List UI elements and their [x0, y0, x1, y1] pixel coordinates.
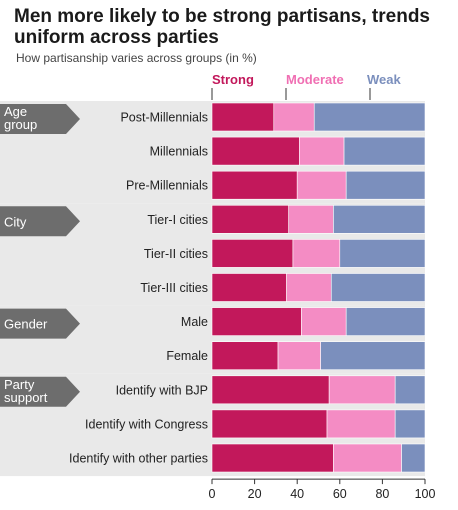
group-label-city: City	[4, 214, 27, 229]
bar-post-millennials-strong	[211, 102, 275, 132]
bar-male-moderate	[301, 307, 347, 336]
bar-identify-with-bjp-strong	[211, 375, 330, 405]
group-arrow-age-group	[0, 104, 80, 134]
bar-identify-with-congress-strong	[211, 409, 328, 439]
row-label-tier-iii-cities: Tier-III cities	[140, 281, 208, 295]
bar-identify-with-congress-moderate	[326, 409, 396, 439]
row-label-identify-with-bjp: Identify with BJP	[116, 383, 208, 397]
bar-female-strong	[211, 341, 279, 371]
bar-millennials-moderate	[299, 136, 345, 166]
group-arrow-party-support	[0, 376, 80, 407]
row-label-pre-millennials: Pre-Millennials	[126, 179, 208, 193]
bar-identify-with-bjp-weak	[394, 375, 426, 405]
bar-male-strong	[211, 307, 302, 336]
bar-identify-with-other-parties-moderate	[333, 443, 402, 473]
group-arrow-gender	[0, 308, 80, 339]
x-tick-label-100: 100	[415, 487, 436, 501]
group-label-party-support: Party support	[4, 377, 48, 405]
bar-tier-iii-cities-moderate	[286, 273, 332, 302]
bar-tier-i-cities-strong	[211, 205, 289, 234]
bar-tier-ii-cities-strong	[211, 239, 294, 268]
row-label-identify-with-other-parties: Identify with other parties	[69, 452, 208, 466]
group-label-age-group: Age group	[4, 104, 37, 132]
bar-millennials-weak	[343, 136, 426, 166]
row-label-post-millennials: Post-Millennials	[120, 111, 208, 125]
bar-tier-iii-cities-strong	[211, 273, 287, 302]
chart-title: Men more likely to be strong partisans, …	[14, 6, 430, 48]
group-arrow-city	[0, 206, 80, 237]
group-bands: Age group City Gender Party support	[0, 101, 425, 477]
bar-identify-with-congress-weak	[394, 409, 426, 439]
bar-female-moderate	[277, 341, 321, 371]
row-label-identify-with-congress: Identify with Congress	[85, 417, 208, 431]
row-label-tier-i-cities: Tier-I cities	[147, 213, 208, 227]
bar-male-weak	[345, 307, 426, 336]
bar-identify-with-other-parties-weak	[401, 443, 426, 473]
x-axis: 0 20 40 60 80 100	[209, 478, 436, 501]
legend-strong: Strong	[212, 72, 254, 87]
x-tick-label-80: 80	[375, 487, 389, 501]
group-label-gender: Gender	[4, 317, 48, 332]
x-tick-label-20: 20	[248, 487, 262, 501]
bar-post-millennials-weak	[313, 102, 426, 132]
bar-pre-millennials-strong	[211, 170, 298, 200]
bar-tier-ii-cities-moderate	[292, 239, 341, 268]
bar-tier-i-cities-moderate	[288, 205, 334, 234]
bar-pre-millennials-moderate	[296, 170, 347, 200]
bar-identify-with-bjp-moderate	[328, 375, 396, 405]
bar-pre-millennials-weak	[345, 170, 426, 200]
bar-tier-ii-cities-weak	[339, 239, 426, 268]
legend-weak: Weak	[367, 72, 401, 87]
bar-female-weak	[320, 341, 426, 371]
bar-identify-with-other-parties-strong	[211, 443, 334, 473]
x-tick-label-0: 0	[209, 487, 216, 501]
bar-tier-i-cities-weak	[333, 205, 426, 234]
x-tick-label-40: 40	[290, 487, 304, 501]
x-tick-label-60: 60	[333, 487, 347, 501]
legend: Strong Moderate Weak	[211, 72, 401, 100]
row-label-female: Female	[166, 349, 208, 363]
row-labels: Post-Millennials Millennials Pre-Millennia…	[69, 111, 208, 466]
bar-tier-iii-cities-weak	[330, 273, 426, 302]
bar-post-millennials-moderate	[273, 102, 315, 132]
legend-moderate: Moderate	[286, 72, 344, 87]
row-label-tier-ii-cities: Tier-II cities	[144, 247, 208, 261]
row-label-millennials: Millennials	[150, 145, 208, 159]
bars	[211, 102, 426, 473]
chart-subtitle: How partisanship varies across groups (i…	[16, 51, 257, 65]
row-label-male: Male	[181, 315, 208, 329]
bar-millennials-strong	[211, 136, 300, 166]
